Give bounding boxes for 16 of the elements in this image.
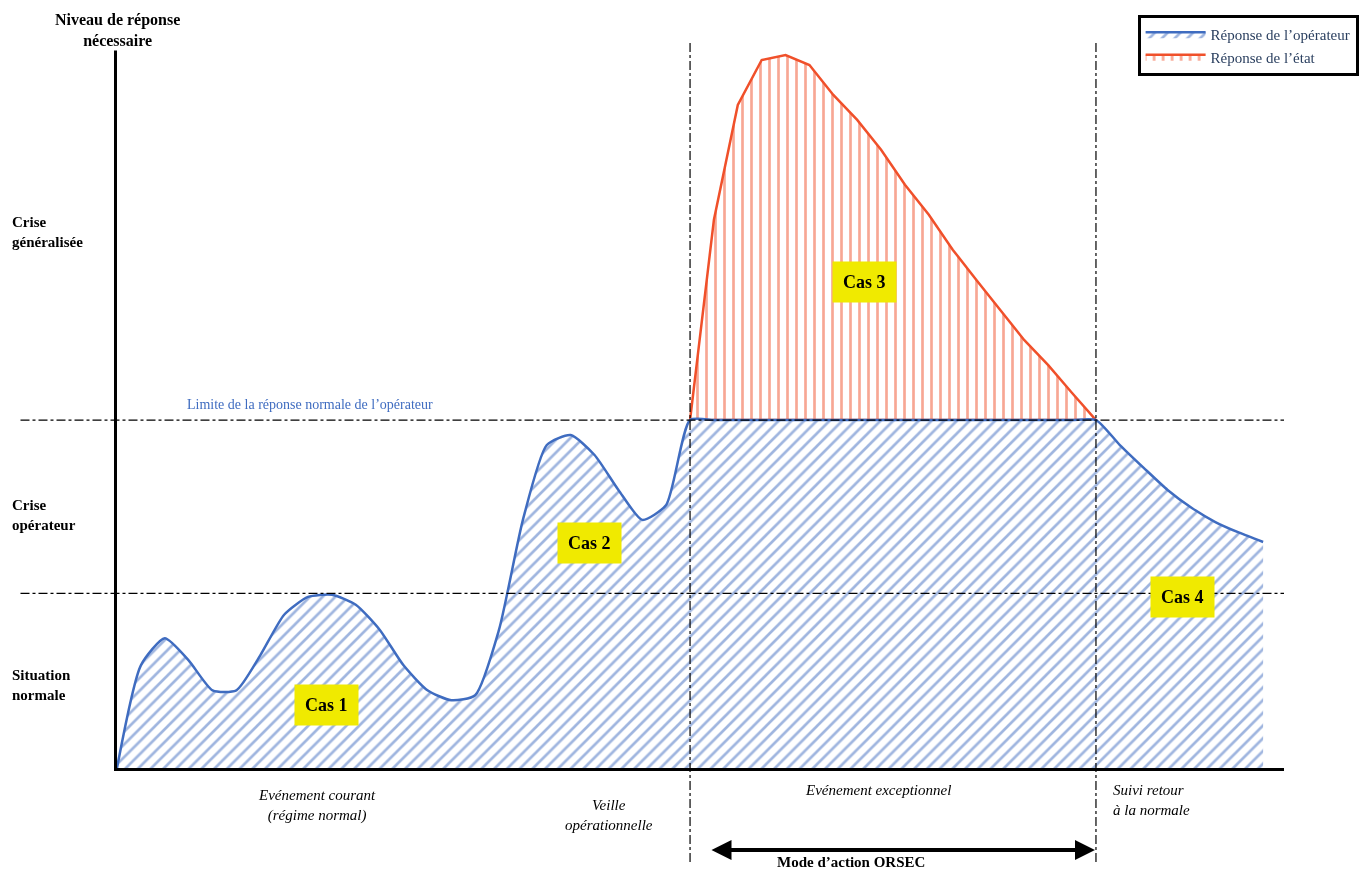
annotation: Cas 3 [843, 272, 886, 292]
text: Veille opérationnelle [565, 797, 653, 833]
annotation: Cas 4 [1161, 587, 1204, 607]
text: Crise opérateur [12, 497, 76, 533]
text: Evénement courant (régime normal) [258, 787, 377, 824]
annotation: Cas 2 [568, 533, 611, 553]
text: Suivi retour à la normale [1113, 782, 1190, 818]
legend-label: Réponse de l’opérateur [1210, 27, 1350, 44]
text: Evénement exceptionnel [805, 782, 952, 798]
y-axis-title: Niveau de réponse nécessaire [55, 11, 181, 49]
annotation: Cas 1 [305, 695, 348, 715]
legend-label: Réponse de l’état [1210, 49, 1316, 66]
text: Situation normale [12, 667, 72, 703]
text: Crise généralisée [12, 214, 84, 250]
ref-line-label: Limite de la réponse normale de l’opérateur [187, 397, 434, 412]
text: Mode d’action ORSEC [777, 854, 926, 870]
